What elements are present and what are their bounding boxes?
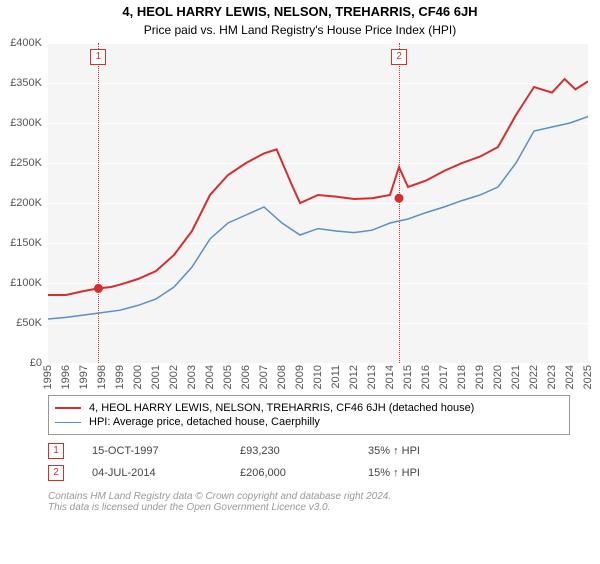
attribution: Contains HM Land Registry data © Crown c… (48, 491, 570, 513)
x-tick-label: 2023 (546, 365, 558, 389)
y-tick-label: £100K (10, 277, 42, 289)
chart-title-subtitle: Price paid vs. HM Land Registry's House … (0, 23, 600, 37)
x-tick-label: 2010 (312, 365, 324, 389)
x-tick-label: 2013 (366, 365, 378, 389)
x-tick-label: 2009 (294, 365, 306, 389)
x-tick-label: 2021 (510, 365, 522, 389)
attribution-line1: Contains HM Land Registry data © Crown c… (48, 491, 570, 502)
x-tick-label: 2018 (456, 365, 468, 389)
x-tick-label: 2012 (348, 365, 360, 389)
sale-event-row: 2 04-JUL-2014 £206,000 15% ↑ HPI (48, 465, 570, 481)
x-tick-label: 2001 (150, 365, 162, 389)
x-tick-label: 2002 (168, 365, 180, 389)
sale-event-date: 15-OCT-1997 (92, 445, 212, 457)
y-tick-label: £350K (10, 77, 42, 89)
x-tick-label: 2015 (402, 365, 414, 389)
x-tick-label: 1996 (60, 365, 72, 389)
x-tick-label: 2003 (186, 365, 198, 389)
x-tick-label: 2020 (492, 365, 504, 389)
legend-swatch-property (55, 407, 81, 409)
chart-lines (48, 43, 588, 363)
x-tick-label: 2006 (240, 365, 252, 389)
y-tick-label: £0 (30, 357, 42, 369)
series-line-hpi (48, 117, 588, 319)
x-tick-label: 2016 (420, 365, 432, 389)
sale-event-marker: 1 (48, 443, 64, 459)
x-tick-label: 2014 (384, 365, 396, 389)
legend-label-hpi: HPI: Average price, detached house, Caer… (89, 416, 320, 428)
x-tick-label: 1998 (96, 365, 108, 389)
legend-swatch-hpi (55, 422, 81, 423)
x-tick-label: 1999 (114, 365, 126, 389)
y-tick-label: £150K (10, 237, 42, 249)
x-tick-label: 2025 (582, 365, 594, 389)
x-tick-label: 2000 (132, 365, 144, 389)
x-tick-label: 2011 (330, 365, 342, 389)
sale-event-price: £93,230 (240, 445, 340, 457)
event-marker (94, 284, 102, 292)
legend: 4, HEOL HARRY LEWIS, NELSON, TREHARRIS, … (48, 395, 570, 435)
legend-item-hpi: HPI: Average price, detached house, Caer… (55, 416, 563, 428)
sale-event-marker: 2 (48, 465, 64, 481)
legend-item-property: 4, HEOL HARRY LEWIS, NELSON, TREHARRIS, … (55, 402, 563, 414)
y-tick-label: £200K (10, 197, 42, 209)
legend-label-property: 4, HEOL HARRY LEWIS, NELSON, TREHARRIS, … (89, 402, 474, 414)
x-tick-label: 2017 (438, 365, 450, 389)
y-tick-label: £250K (10, 157, 42, 169)
x-tick-label: 2024 (564, 365, 576, 389)
x-tick-label: 2019 (474, 365, 486, 389)
chart-title-address: 4, HEOL HARRY LEWIS, NELSON, TREHARRIS, … (0, 4, 600, 19)
attribution-line2: This data is licensed under the Open Gov… (48, 502, 570, 513)
series-line-property (48, 79, 588, 295)
x-tick-label: 2005 (222, 365, 234, 389)
sale-event-delta: 35% ↑ HPI (368, 445, 420, 457)
sale-event-delta: 15% ↑ HPI (368, 467, 420, 479)
y-tick-label: £400K (10, 37, 42, 49)
sale-event-date: 04-JUL-2014 (92, 467, 212, 479)
x-tick-label: 1997 (78, 365, 90, 389)
sale-event-row: 1 15-OCT-1997 £93,230 35% ↑ HPI (48, 443, 570, 459)
x-tick-label: 2022 (528, 365, 540, 389)
x-tick-label: 1995 (42, 365, 54, 389)
x-tick-label: 2007 (258, 365, 270, 389)
x-tick-label: 2008 (276, 365, 288, 389)
y-tick-label: £50K (16, 317, 42, 329)
sale-events-table: 1 15-OCT-1997 £93,230 35% ↑ HPI 2 04-JUL… (48, 443, 570, 481)
chart-area: 12 £0£50K£100K£150K£200K£250K£300K£350K£… (48, 43, 588, 395)
y-tick-label: £300K (10, 117, 42, 129)
sale-event-price: £206,000 (240, 467, 340, 479)
gridline (48, 363, 588, 364)
event-marker (395, 194, 403, 202)
x-tick-label: 2004 (204, 365, 216, 389)
